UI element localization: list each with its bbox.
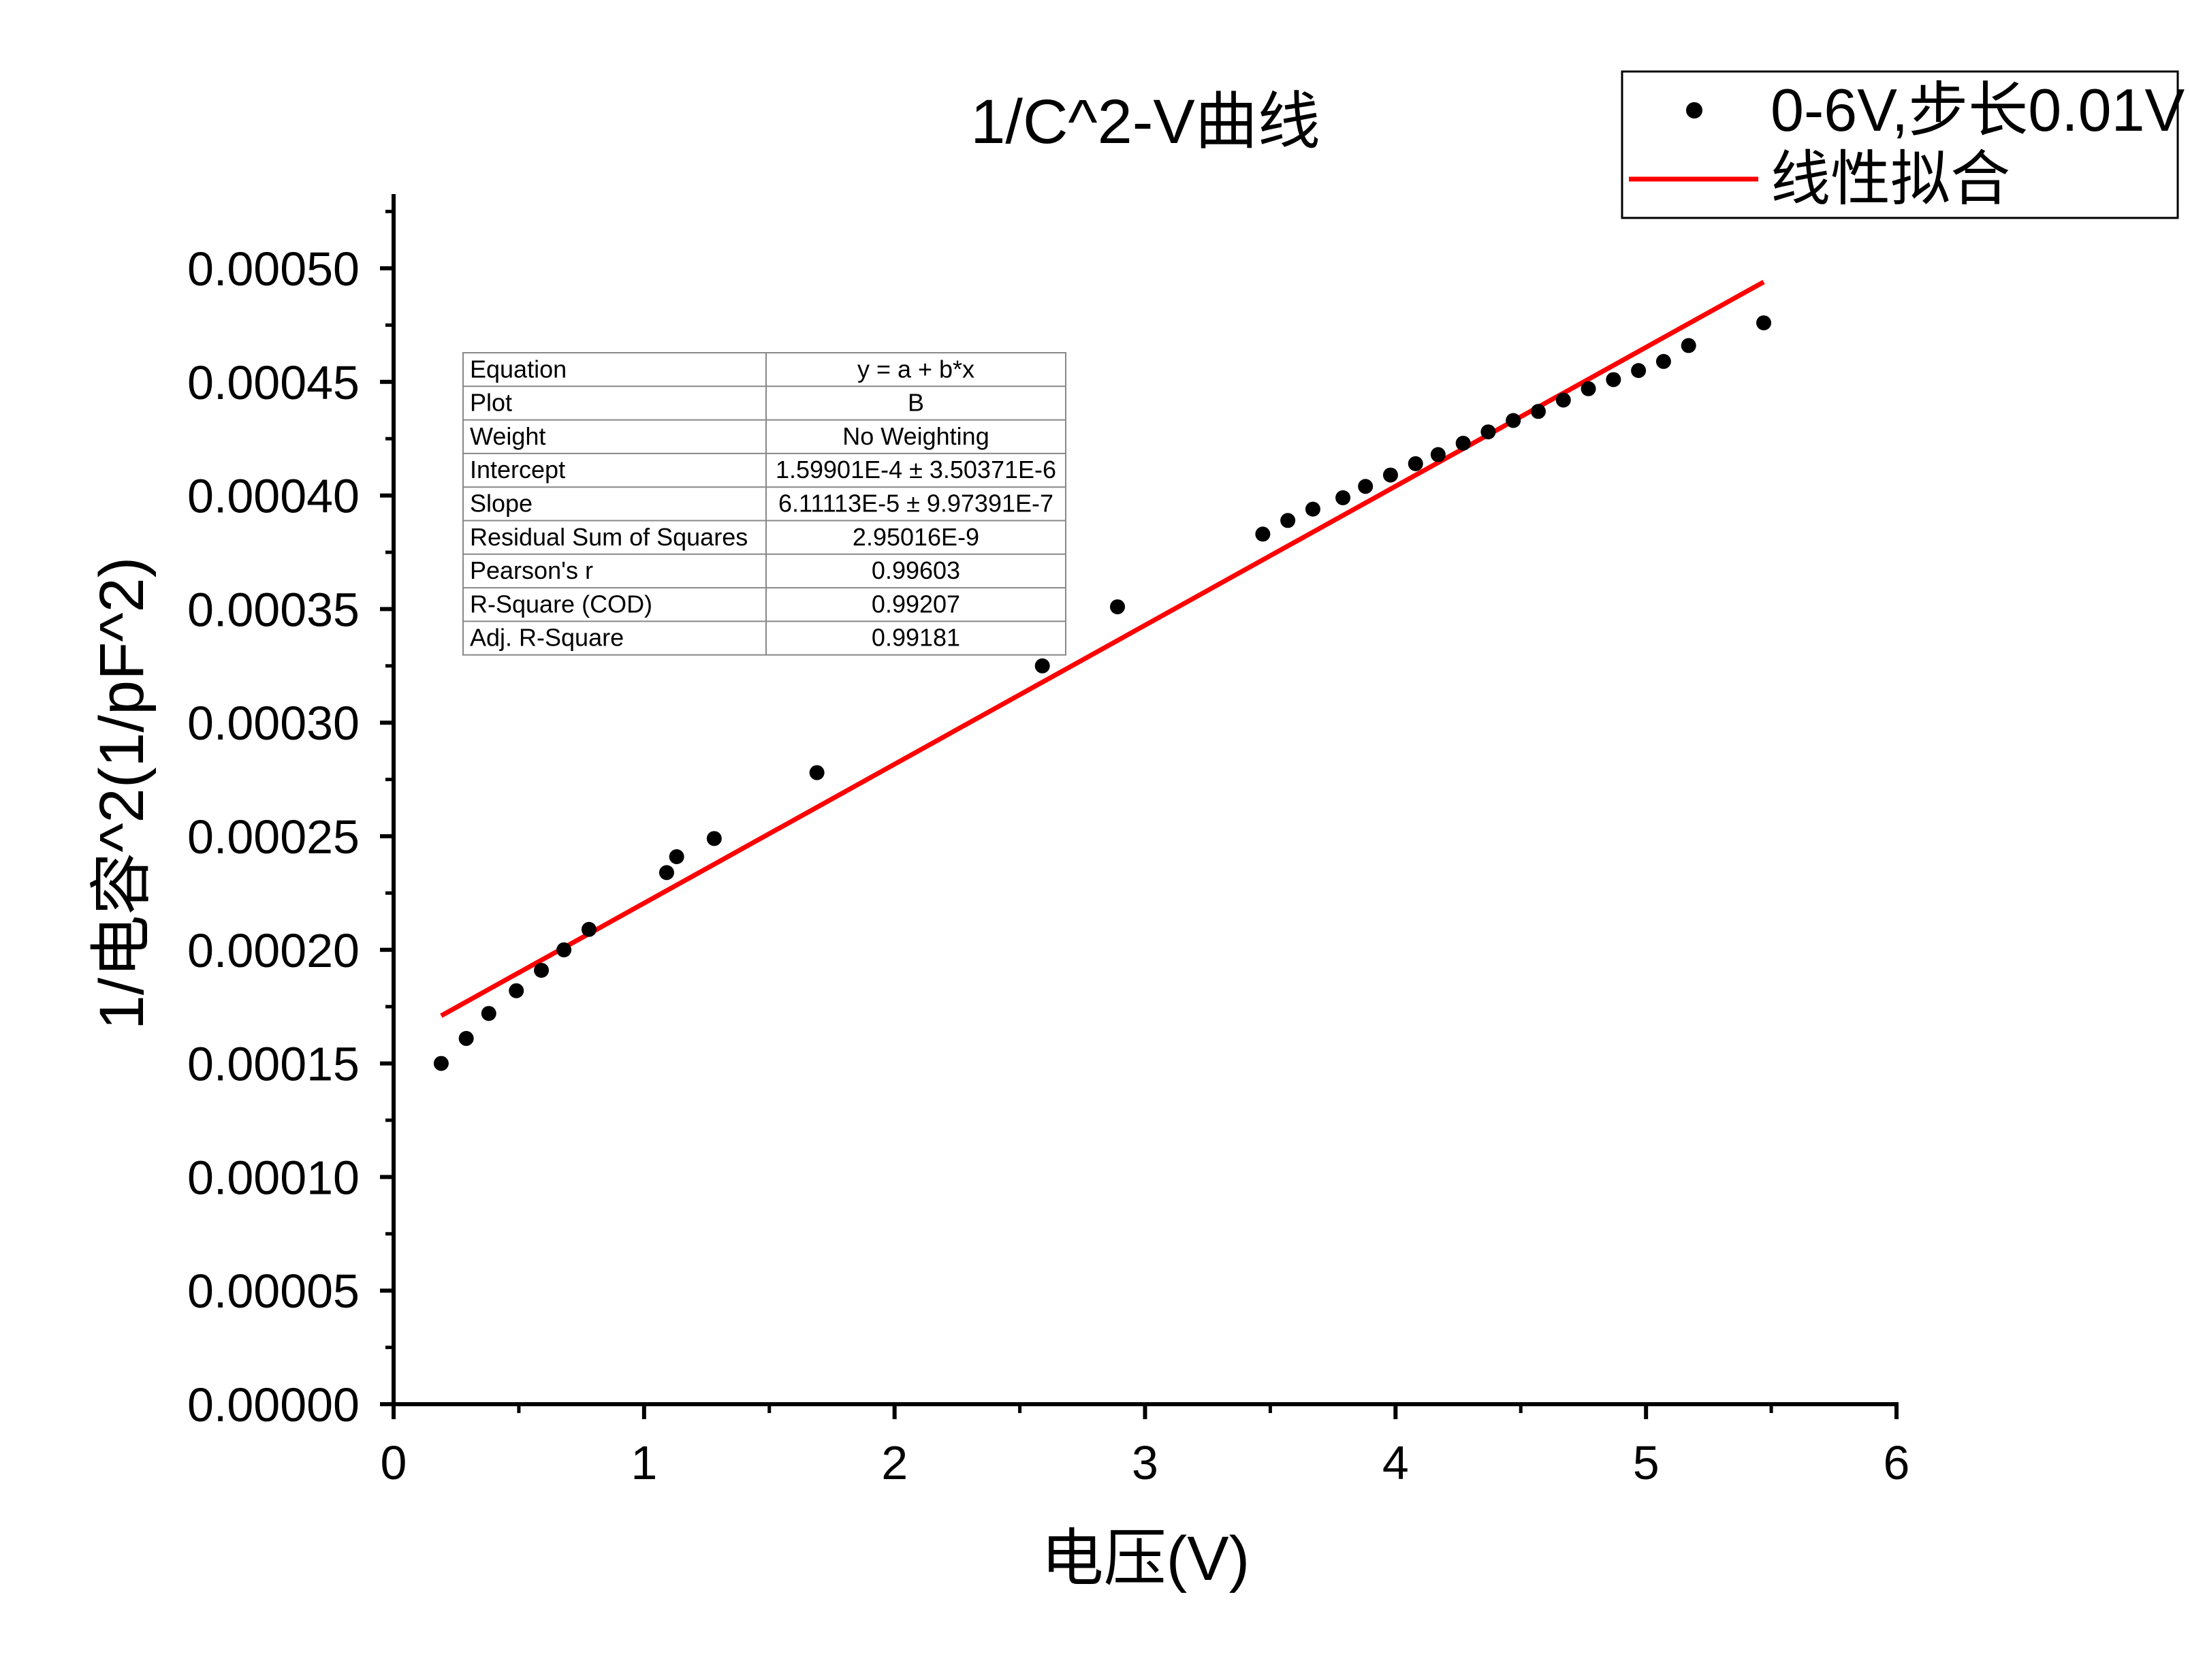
y-tick-label: 0.00010	[187, 1151, 360, 1204]
x-tick-label: 6	[1884, 1436, 1910, 1489]
y-tick-label: 0.00050	[187, 242, 360, 296]
data-point	[1655, 353, 1671, 369]
data-point	[809, 765, 825, 780]
stats-key: Residual Sum of Squares	[470, 523, 748, 551]
data-point	[481, 1006, 496, 1021]
data-point	[556, 942, 572, 957]
stats-table-frame	[462, 352, 1066, 656]
data-point	[1430, 447, 1446, 462]
stats-key: Adj. R-Square	[470, 624, 624, 652]
stats-key: Weight	[470, 422, 545, 450]
stats-value: No Weighting	[842, 422, 989, 450]
data-point	[658, 865, 674, 881]
x-tick-label: 3	[1132, 1436, 1158, 1489]
data-point	[1382, 467, 1398, 483]
y-tick-label: 0.00025	[187, 810, 360, 863]
y-tick-label: 0.00030	[187, 697, 360, 750]
x-tick-label: 2	[881, 1436, 908, 1489]
stats-value: 0.99181	[872, 624, 960, 652]
data-point	[581, 921, 597, 937]
stats-key: Plot	[470, 389, 512, 417]
data-point	[706, 831, 722, 846]
x-tick-label: 0	[381, 1436, 407, 1489]
legend-frame	[1621, 70, 2179, 219]
fit-line-group	[440, 279, 1765, 1018]
data-point	[1506, 413, 1521, 428]
y-tick-label: 0.00020	[187, 924, 360, 977]
data-point	[1756, 315, 1772, 331]
data-point	[1606, 372, 1621, 387]
data-point	[1555, 392, 1571, 408]
legend-marker-scatter	[1686, 102, 1702, 118]
chart-title: 1/C^2-V曲线	[970, 87, 1320, 157]
x-tick-label: 4	[1382, 1436, 1409, 1489]
y-tick-label: 0.00015	[187, 1038, 360, 1091]
stats-value: 6.11113E-5 ± 9.97391E-7	[778, 490, 1053, 518]
stats-key: Slope	[470, 490, 533, 518]
y-axis-label: 1/电容^2(1/pF^2)	[87, 557, 157, 1030]
stats-key: Intercept	[470, 456, 565, 484]
data-point	[1358, 479, 1374, 494]
y-tick-label: 0.00000	[187, 1378, 360, 1431]
data-point	[1681, 338, 1696, 353]
stats-key: R-Square (COD)	[470, 590, 652, 618]
stats-value: 0.99207	[872, 590, 960, 618]
axes-group: 0.00000 0.00005 0.00010 0.00015 0.00020 0.000…	[187, 194, 1910, 1489]
x-tick-label: 1	[631, 1436, 657, 1489]
data-point	[1455, 435, 1471, 451]
legend-label-scatter: 0-6V,步长0.01V	[1771, 76, 2185, 144]
data-points-group	[433, 315, 1772, 1071]
data-point	[1034, 658, 1050, 673]
data-point	[669, 849, 684, 865]
y-tick-label: 0.00040	[187, 470, 360, 523]
stats-value: 0.99603	[872, 556, 960, 584]
x-tick-label: 5	[1633, 1436, 1660, 1489]
data-point	[1530, 404, 1546, 419]
data-point	[1335, 490, 1351, 505]
legend-label-line: 线性拟合	[1771, 145, 2010, 212]
data-point	[1581, 381, 1596, 396]
data-point	[458, 1030, 474, 1046]
stats-key: Pearson's r	[470, 556, 593, 584]
stats-value: 1.59901E-4 ± 3.50371E-6	[776, 456, 1056, 484]
stats-table: Equation y = a + b*x Plot B Weight No Weighti…	[462, 352, 1066, 656]
y-tick-label: 0.00045	[187, 356, 360, 409]
stats-value: 2.95016E-9	[853, 523, 979, 551]
y-tick-label: 0.00035	[187, 583, 360, 636]
fit-line	[440, 279, 1765, 1018]
y-tick-label: 0.00005	[187, 1265, 360, 1318]
stats-key: Equation	[470, 355, 567, 383]
stats-value: B	[908, 389, 924, 417]
data-point	[1255, 526, 1271, 542]
data-point	[1631, 363, 1647, 379]
data-point	[534, 962, 550, 978]
data-point	[433, 1056, 449, 1071]
stats-value: y = a + b*x	[857, 355, 974, 383]
data-point	[509, 983, 524, 998]
x-axis-label: 电压(V)	[1041, 1524, 1250, 1594]
data-point	[1110, 599, 1126, 615]
data-point	[1408, 456, 1423, 471]
data-point	[1305, 501, 1320, 517]
data-point	[1480, 424, 1496, 440]
data-point	[1280, 513, 1296, 528]
